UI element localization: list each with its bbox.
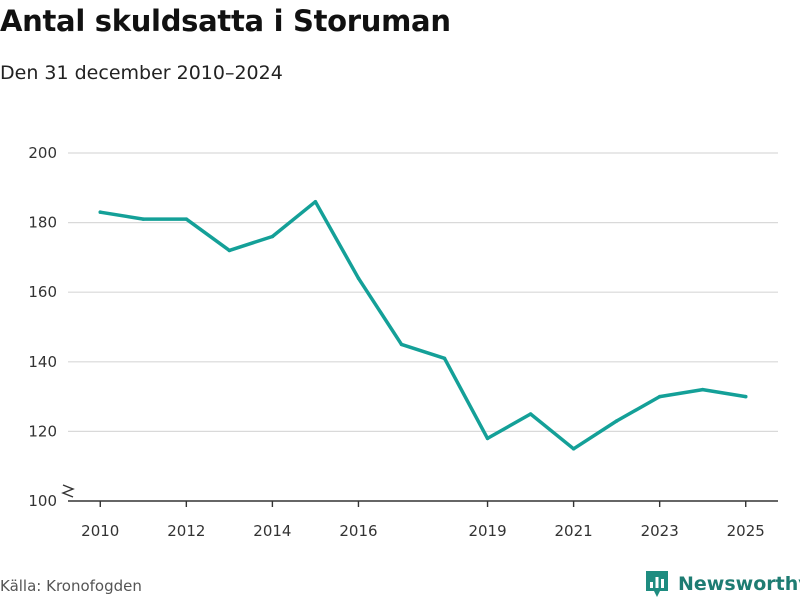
data-point xyxy=(657,394,662,399)
brand-name: Newsworthy xyxy=(678,573,800,595)
data-point xyxy=(184,217,189,221)
data-point xyxy=(614,419,619,423)
chart-title: Antal skuldsatta i Storuman xyxy=(0,4,451,38)
data-point xyxy=(399,342,404,347)
x-tick-label: 2025 xyxy=(727,522,765,540)
bar-chart-logo-icon xyxy=(646,571,668,597)
data-point xyxy=(356,276,361,281)
x-tick-label: 2023 xyxy=(641,522,679,540)
source-note: Källa: Kronofogden xyxy=(0,577,142,595)
series-line xyxy=(98,199,748,451)
data-point xyxy=(700,387,705,392)
data-point xyxy=(141,217,146,221)
x-tick-label: 2010 xyxy=(81,522,119,540)
gridlines xyxy=(68,152,778,502)
data-point xyxy=(528,412,533,416)
data-point xyxy=(485,436,490,441)
y-tick-label: 100 xyxy=(28,492,57,510)
series-layer xyxy=(98,199,748,451)
data-point xyxy=(571,447,576,451)
y-tick-label: 120 xyxy=(28,422,57,440)
y-tick-label: 160 xyxy=(28,283,57,301)
data-point xyxy=(98,210,103,214)
brand-logo: Newsworthy xyxy=(644,569,800,599)
y-tick-label: 200 xyxy=(28,144,57,162)
data-point xyxy=(227,248,232,253)
data-point xyxy=(442,356,447,361)
data-point xyxy=(270,234,275,239)
x-tick-label: 2012 xyxy=(167,522,205,540)
x-axis-ticks: 2010 2012 2014 2016 2019 2021 2023 2025 xyxy=(81,501,765,540)
y-axis-ticks: 100 120 140 160 180 200 xyxy=(28,144,75,510)
x-tick-label: 2021 xyxy=(555,522,593,540)
x-tick-label: 2019 xyxy=(468,522,506,540)
y-tick-label: 140 xyxy=(28,353,57,371)
axis-break-icon xyxy=(61,484,75,498)
chart-subtitle: Den 31 december 2010–2024 xyxy=(0,62,283,84)
y-tick-label: 180 xyxy=(28,214,57,232)
x-tick-label: 2016 xyxy=(339,522,377,540)
x-tick-label: 2014 xyxy=(253,522,291,540)
data-point xyxy=(313,199,318,204)
data-point xyxy=(743,394,748,399)
